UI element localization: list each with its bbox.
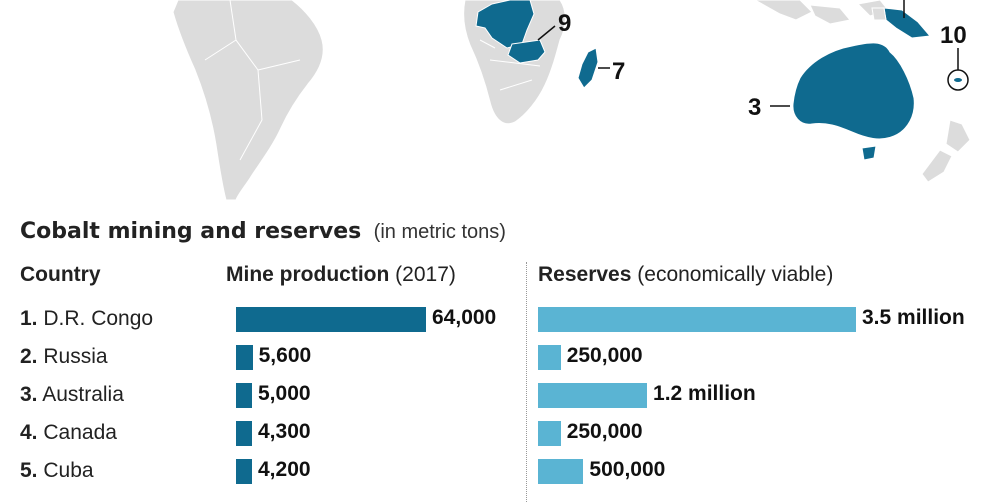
country-header-label: Country xyxy=(20,263,101,286)
production-value-label: 4,300 xyxy=(258,420,311,443)
country-cell: 2. Russia xyxy=(20,345,108,369)
table-row: 3. Australia 5,000 1.2 million xyxy=(0,380,1000,414)
madagascar-highlight xyxy=(577,47,599,89)
production-value-label: 64,000 xyxy=(432,306,497,329)
rank-label: 2. xyxy=(20,345,38,368)
country-label: D.R. Congo xyxy=(43,307,154,330)
reserves-value-label: 250,000 xyxy=(566,420,643,443)
production-value-label: 5,600 xyxy=(258,344,312,367)
country-cell: 3. Australia xyxy=(20,383,124,407)
reserves-bar xyxy=(538,307,856,332)
production-bar xyxy=(236,345,253,370)
map-rank-label: 3 xyxy=(748,94,762,121)
chart-title: Cobalt mining and reserves xyxy=(20,219,362,244)
country-label: Australia xyxy=(42,383,124,406)
rank-label: 3. xyxy=(20,383,38,406)
zambia-highlight xyxy=(507,39,546,64)
country-label: Canada xyxy=(43,421,117,444)
table-row: 1. D.R. Congo 64,000 3.5 million xyxy=(0,304,1000,338)
southeast-asia-landmass xyxy=(753,0,889,25)
map-rank-label: 7 xyxy=(612,58,626,85)
reserves-value-label: 500,000 xyxy=(589,458,666,481)
chart-subtitle: (in metric tons) xyxy=(373,221,506,243)
country-label: Cuba xyxy=(43,459,94,482)
production-bar xyxy=(236,383,252,408)
australia-highlight xyxy=(792,42,915,140)
reserves-bar xyxy=(538,383,648,408)
chart-title-row: Cobalt mining and reserves (in metric to… xyxy=(20,219,506,244)
tasmania-highlight xyxy=(861,145,877,161)
reserves-bar xyxy=(538,459,584,484)
country-label: Russia xyxy=(43,345,108,368)
table-row: 2. Russia 5,600 250,000 xyxy=(0,342,1000,376)
reserves-value-label: 1.2 million xyxy=(653,382,756,405)
reserves-header-label: Reserves xyxy=(538,263,632,286)
reserves-header-note: (economically viable) xyxy=(637,263,834,286)
reserves-value-label: 3.5 million xyxy=(862,306,965,329)
table-row: 4. Canada 4,300 250,000 xyxy=(0,418,1000,452)
production-bar xyxy=(236,459,252,484)
country-cell: 4. Canada xyxy=(20,421,117,445)
production-header-label: Mine production xyxy=(226,263,390,286)
country-column-header: Country xyxy=(20,263,101,287)
map-rank-label: 10 xyxy=(940,22,967,49)
rank-label: 4. xyxy=(20,421,38,444)
south-america-landmass xyxy=(172,0,324,200)
new-zealand-landmass xyxy=(921,119,971,183)
production-value-label: 4,200 xyxy=(258,458,311,481)
country-cell: 5. Cuba xyxy=(20,459,94,483)
rank-label: 1. xyxy=(20,307,38,330)
rank-label: 5. xyxy=(20,459,38,482)
reserves-column-header: Reserves (economically viable) xyxy=(538,263,833,287)
production-header-note: (2017) xyxy=(395,263,456,286)
world-map xyxy=(172,0,971,200)
production-value-label: 5,000 xyxy=(258,382,311,405)
production-bar xyxy=(236,307,426,332)
reserves-value-label: 250,000 xyxy=(566,344,643,367)
map-rank-label: 9 xyxy=(558,10,572,37)
production-column-header: Mine production (2017) xyxy=(226,263,456,287)
country-cell: 1. D.R. Congo xyxy=(20,307,153,331)
dr-congo-highlight xyxy=(475,0,535,49)
papua-new-guinea-highlight xyxy=(883,7,931,39)
table-row: 5. Cuba 4,200 500,000 xyxy=(0,456,1000,490)
reserves-bar xyxy=(538,421,561,446)
production-bar xyxy=(236,421,252,446)
reserves-bar xyxy=(538,345,561,370)
column-divider xyxy=(526,262,527,502)
